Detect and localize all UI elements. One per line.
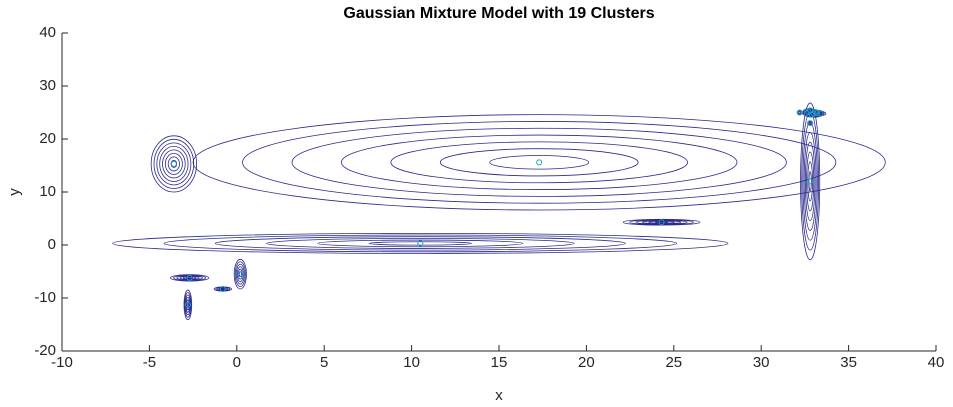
y-tick-label: 20 (39, 130, 56, 147)
contour-ring (220, 288, 225, 290)
cluster-mean (184, 301, 191, 308)
contour-ring (217, 287, 229, 291)
x-tick-label: 20 (578, 354, 595, 371)
contour-ring (806, 151, 815, 212)
contour-ring (215, 286, 231, 292)
contour-ring (185, 276, 194, 279)
contour-ring (235, 263, 245, 285)
y-tick-label: 40 (39, 24, 56, 41)
contour-ring (153, 138, 195, 189)
contour-ring (183, 289, 193, 321)
contour-ring (818, 112, 823, 115)
y-tick-label: -10 (34, 289, 56, 306)
contour-ring (808, 121, 812, 125)
contour-ring (112, 232, 729, 254)
contour-ring (648, 220, 675, 224)
contour-ring (800, 102, 821, 261)
cluster-mean (170, 160, 177, 167)
contour-ring (162, 149, 186, 179)
contour-ring (184, 292, 192, 318)
x-tick-label: 10 (403, 354, 420, 371)
y-tick-label: 10 (39, 183, 56, 200)
contour-ring (185, 297, 191, 313)
cluster-mean (796, 109, 803, 116)
contour-ring (797, 111, 802, 114)
contour-ring (156, 142, 192, 186)
contour-ring (654, 221, 669, 224)
x-tick-label: 0 (233, 354, 241, 371)
contour-ring (808, 171, 812, 192)
x-tick-label: -10 (51, 354, 73, 371)
cluster-mean (807, 178, 814, 185)
contour-ring (439, 148, 639, 177)
contour-ring (291, 127, 787, 197)
contour-ring (218, 287, 227, 291)
y-axis-label: y (6, 188, 23, 196)
contour-ring (233, 258, 247, 290)
x-tick-label: 5 (320, 354, 328, 371)
contour-ring (163, 234, 678, 253)
y-tick-label: -20 (34, 342, 56, 359)
contour-ring (238, 271, 242, 278)
contour-ring (803, 131, 817, 231)
y-tick-label: 30 (39, 77, 56, 94)
cluster-mean (219, 285, 226, 292)
contour-ring (635, 219, 688, 225)
contour-ring (390, 141, 688, 184)
contour-ring (182, 276, 197, 280)
contour-ring (169, 274, 210, 282)
contour-ring (159, 145, 189, 182)
x-tick-label: 15 (491, 354, 508, 371)
cluster-mean (803, 110, 810, 117)
cluster-mean (417, 240, 424, 247)
contour-ring (266, 237, 575, 249)
x-axis-label: x (495, 387, 503, 404)
contour-ring (489, 155, 590, 170)
x-tick-label: 40 (928, 354, 945, 371)
cluster-mean (812, 108, 819, 115)
contour-ring (804, 141, 816, 222)
contour-ring (234, 261, 246, 287)
contour-ring (807, 161, 813, 202)
x-tick-label: -5 (143, 354, 156, 371)
cluster-mean (186, 274, 193, 281)
x-tick-label: 35 (840, 354, 857, 371)
y-tick-label: 0 (48, 236, 56, 253)
contour-ring (186, 302, 189, 308)
contour-ring (214, 236, 626, 251)
cluster-mean (536, 159, 543, 166)
cluster-mean (237, 271, 244, 278)
contour-ring (192, 114, 886, 211)
contour-ring (150, 135, 197, 193)
chart-title: Gaussian Mixture Model with 19 Clusters (343, 5, 654, 22)
contour-ring (368, 241, 473, 246)
cluster-mean (817, 110, 824, 117)
x-tick-label: 25 (665, 354, 682, 371)
x-tick-label: 30 (753, 354, 770, 371)
contour-ring (179, 275, 200, 280)
contour-ring (167, 156, 180, 172)
contour-ring (242, 121, 837, 204)
cluster-mean (658, 219, 665, 226)
cluster-mean (807, 120, 814, 127)
contour-ring (164, 152, 183, 175)
contour-ring (236, 266, 244, 282)
contour-ring (317, 239, 524, 248)
contour-ring (186, 299, 190, 311)
contour-ring (641, 220, 682, 225)
contour-ring (237, 268, 243, 280)
contour-ring (341, 134, 738, 190)
